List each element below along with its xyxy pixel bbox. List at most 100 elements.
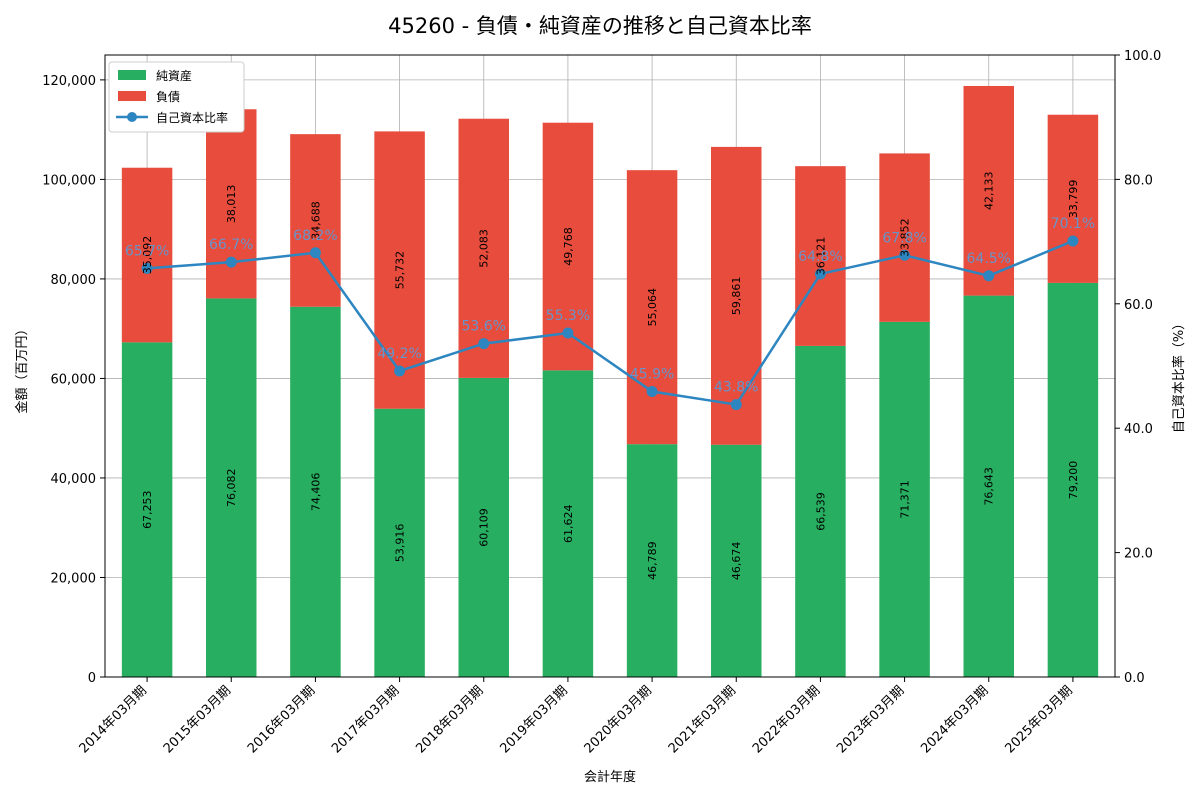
ratio-point: [899, 249, 911, 261]
bar-label-liabilities: 49,768: [562, 227, 575, 266]
y-axis-label: 金額（百万円）: [14, 322, 30, 413]
bar-liabilities: [1047, 114, 1099, 283]
bar-liabilities: [879, 153, 930, 322]
legend: 純資産 負債 自己資本比率: [108, 61, 245, 133]
bar-equity: [711, 444, 762, 677]
ratio-point: [983, 270, 995, 282]
legend-swatch-equity: [118, 70, 146, 80]
legend-label-ratio: 自己資本比率: [156, 110, 228, 125]
bar-label-equity: 67,253: [141, 490, 154, 529]
bar-label-liabilities: 34,688: [309, 201, 322, 240]
bar-label-equity: 79,200: [1067, 461, 1080, 500]
y2-tick-label: 100.0: [1124, 49, 1161, 64]
x-tick-label: 2021年03月期: [666, 683, 739, 756]
ratio-label: 64.5%: [967, 251, 1011, 267]
y2-tick-label: 0.0: [1124, 671, 1145, 686]
legend-label-equity: 純資産: [156, 68, 192, 83]
legend-label-liabilities: 負債: [156, 89, 180, 104]
ratio-point: [562, 327, 574, 339]
bar-liabilities: [458, 118, 509, 378]
ratio-point: [814, 268, 826, 280]
bar-label-equity: 46,674: [730, 542, 743, 581]
bar-label-equity: 46,789: [646, 541, 659, 580]
bar-equity: [290, 306, 341, 677]
ratio-point: [309, 247, 321, 259]
ratio-label: 53.6%: [462, 319, 506, 335]
x-tick-label: 2014年03月期: [77, 683, 150, 756]
x-tick-label: 2020年03月期: [582, 683, 655, 756]
bar-liabilities: [963, 85, 1014, 296]
x-tick-label: 2018年03月期: [413, 683, 486, 756]
bar-label-liabilities: 33,799: [1067, 180, 1080, 219]
bar-equity: [626, 444, 678, 677]
ratio-label: 65.7%: [125, 243, 169, 259]
y-tick-label: 20,000: [51, 571, 97, 586]
bar-label-equity: 74,406: [309, 473, 322, 512]
bar-label-equity: 61,624: [562, 504, 575, 543]
bar-label-equity: 76,643: [983, 467, 996, 506]
x-tick-label: 2022年03月期: [750, 683, 823, 756]
chart-title: 45260 - 負債・純資産の推移と自己資本比率: [388, 14, 812, 38]
legend-swatch-liabilities: [118, 91, 146, 101]
y2-axis-label: 自己資本比率（%）: [1171, 317, 1187, 433]
bar-label-liabilities: 33,852: [899, 218, 912, 257]
bar-label-liabilities: 35,092: [141, 236, 154, 274]
x-tick-label: 2017年03月期: [329, 683, 402, 756]
x-tick-label: 2024年03月期: [918, 683, 991, 756]
bar-label-equity: 76,082: [225, 468, 238, 507]
y-tick-label: 120,000: [42, 74, 96, 89]
bar-label-equity: 71,371: [899, 480, 912, 519]
ratio-point: [225, 256, 237, 268]
y2-tick-label: 60.0: [1124, 298, 1153, 313]
bar-equity: [121, 342, 173, 677]
bar-label-liabilities: 55,732: [394, 251, 407, 290]
ratio-label: 55.3%: [546, 308, 590, 324]
bar-equity: [963, 295, 1014, 677]
plot-frame: [104, 54, 1116, 678]
ratio-point: [141, 262, 153, 274]
bar-equity: [458, 377, 509, 677]
bar-equity: [206, 298, 257, 677]
bar-liabilities: [626, 170, 678, 445]
bar-equity: [1047, 282, 1099, 677]
bar-label-liabilities: 38,013: [225, 185, 238, 224]
x-tick-label: 2016年03月期: [245, 683, 318, 756]
bar-label-liabilities: 59,861: [730, 277, 743, 316]
ratio-label: 68.2%: [293, 228, 337, 244]
x-tick-label: 2025年03月期: [1002, 683, 1075, 756]
bar-equity: [374, 408, 425, 677]
ratio-point: [478, 338, 490, 350]
ratio-point: [394, 365, 406, 377]
bar-equity: [879, 321, 930, 677]
legend-marker-ratio: [127, 112, 137, 122]
bar-liabilities: [121, 167, 173, 343]
ratio-label: 70.1%: [1051, 216, 1095, 232]
bar-liabilities: [711, 146, 762, 445]
bar-equity: [795, 345, 846, 677]
bar-label-liabilities: 36,121: [814, 237, 827, 276]
ratio-point: [730, 399, 742, 411]
ratio-label: 66.7%: [209, 237, 253, 253]
bar-label-liabilities: 42,133: [983, 172, 996, 211]
bar-label-equity: 66,539: [814, 492, 827, 530]
ratio-line: [146, 239, 1074, 406]
y-tick-label: 80,000: [51, 273, 97, 288]
y2-tick-label: 40.0: [1124, 422, 1153, 437]
x-tick-label: 2015年03月期: [161, 683, 234, 756]
bar-liabilities: [795, 166, 846, 346]
ratio-label: 43.8%: [714, 380, 758, 396]
y-tick-label: 60,000: [51, 372, 97, 387]
bar-label-equity: 53,916: [394, 524, 407, 563]
bar-label-equity: 60,109: [478, 508, 491, 547]
ratio-label: 45.9%: [630, 367, 674, 383]
ratio-label: 49.2%: [377, 346, 421, 362]
ratio-point: [646, 386, 658, 398]
x-axis-label: 会計年度: [584, 769, 636, 785]
ratio-label: 67.8%: [882, 230, 926, 246]
x-tick-label: 2023年03月期: [834, 683, 907, 756]
bar-label-liabilities: 52,083: [478, 229, 491, 268]
y-tick-label: 40,000: [51, 472, 97, 487]
bar-label-liabilities: 55,064: [646, 288, 659, 327]
ratio-label: 64.8%: [798, 249, 842, 265]
